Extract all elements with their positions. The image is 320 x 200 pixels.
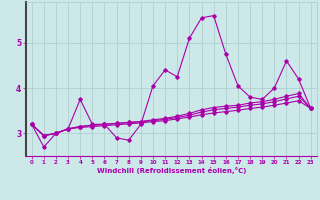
X-axis label: Windchill (Refroidissement éolien,°C): Windchill (Refroidissement éolien,°C) — [97, 167, 246, 174]
